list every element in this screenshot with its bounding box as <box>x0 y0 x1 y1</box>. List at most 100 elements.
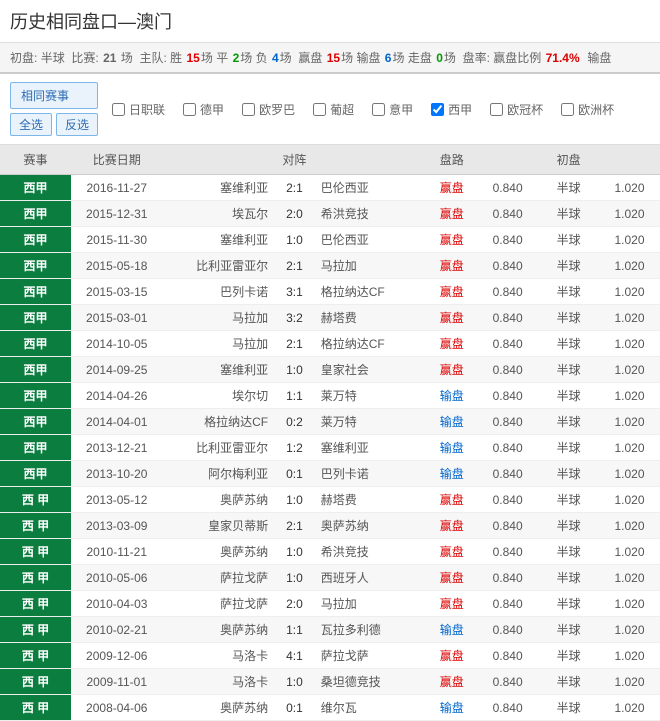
cell-away: 瓦拉多利德 <box>315 617 427 643</box>
league-check-6[interactable]: 欧冠杯 <box>490 101 543 118</box>
cell-home: 埃瓦尔 <box>162 201 274 227</box>
cell-odds2: 1.020 <box>599 409 660 435</box>
cell-date: 2015-03-15 <box>71 279 162 305</box>
table-row: 西 甲2009-12-06马洛卡4:1萨拉戈萨赢盘0.840半球1.020 <box>0 643 660 669</box>
summary-loseodds-label: 输盘 <box>356 51 380 65</box>
cell-odds1: 0.840 <box>477 461 538 487</box>
cell-home: 比利亚雷亚尔 <box>162 435 274 461</box>
summary-rate-label: 盘率: <box>463 51 490 65</box>
summary-lose: 4 <box>272 51 279 65</box>
league-checkbox[interactable] <box>372 103 385 116</box>
cell-odds1: 0.840 <box>477 695 538 721</box>
table-row: 西 甲2010-11-21奥萨苏纳1:0希洪竞技赢盘0.840半球1.020 <box>0 539 660 565</box>
table-row: 西 甲2008-04-06奥萨苏纳0:1维尔瓦输盘0.840半球1.020 <box>0 695 660 721</box>
cell-event: 西甲 <box>0 253 71 279</box>
league-check-0[interactable]: 日职联 <box>112 101 165 118</box>
cell-home: 萨拉戈萨 <box>162 565 274 591</box>
cell-result: 赢盘 <box>426 253 477 279</box>
table-row: 西甲2014-04-26埃尔切1:1莱万特输盘0.840半球1.020 <box>0 383 660 409</box>
cell-event: 西甲 <box>0 409 71 435</box>
cell-result: 输盘 <box>426 409 477 435</box>
cell-date: 2008-04-06 <box>71 695 162 721</box>
cell-home: 塞维利亚 <box>162 357 274 383</box>
cell-score: 1:0 <box>274 669 315 695</box>
cell-event: 西甲 <box>0 435 71 461</box>
cell-date: 2010-04-03 <box>71 591 162 617</box>
league-checkbox[interactable] <box>183 103 196 116</box>
summary-winrate-label: 赢盘比例 <box>493 51 541 65</box>
cell-odds2: 1.020 <box>599 331 660 357</box>
table-row: 西甲2016-11-27塞维利亚2:1巴伦西亚赢盘0.840半球1.020 <box>0 175 660 201</box>
league-checks: 日职联 德甲 欧罗巴 葡超 意甲 西甲 欧冠杯 欧洲杯 <box>112 101 650 118</box>
cell-away: 马拉加 <box>315 591 427 617</box>
cell-date: 2009-11-01 <box>71 669 162 695</box>
cell-event: 西 甲 <box>0 565 71 591</box>
cell-date: 2013-12-21 <box>71 435 162 461</box>
cell-score: 1:0 <box>274 539 315 565</box>
cell-odds2: 1.020 <box>599 253 660 279</box>
cell-event: 西甲 <box>0 201 71 227</box>
league-check-3[interactable]: 葡超 <box>313 101 354 118</box>
league-checkbox[interactable] <box>112 103 125 116</box>
cell-home: 埃尔切 <box>162 383 274 409</box>
page-title: 历史相同盘口—澳门 <box>0 0 660 43</box>
league-checkbox[interactable] <box>490 103 503 116</box>
table-row: 西甲2014-10-05马拉加2:1格拉纳达CF赢盘0.840半球1.020 <box>0 331 660 357</box>
summary-push: 0 <box>436 51 443 65</box>
cell-odds2: 1.020 <box>599 487 660 513</box>
cell-score: 2:1 <box>274 175 315 201</box>
cell-handicap: 半球 <box>538 227 599 253</box>
league-label: 葡超 <box>330 101 354 118</box>
cell-home: 阿尔梅利亚 <box>162 461 274 487</box>
table-row: 西甲2014-04-01格拉纳达CF0:2莱万特输盘0.840半球1.020 <box>0 409 660 435</box>
cell-away: 巴伦西亚 <box>315 175 427 201</box>
cell-away: 赫塔费 <box>315 305 427 331</box>
cell-odds1: 0.840 <box>477 279 538 305</box>
cell-odds1: 0.840 <box>477 175 538 201</box>
cell-odds2: 1.020 <box>599 617 660 643</box>
league-check-7[interactable]: 欧洲杯 <box>561 101 614 118</box>
league-checkbox[interactable] <box>313 103 326 116</box>
league-label: 日职联 <box>129 101 165 118</box>
league-check-5[interactable]: 西甲 <box>431 101 472 118</box>
cell-date: 2015-12-31 <box>71 201 162 227</box>
summary-draw: 2 <box>233 51 240 65</box>
cell-event: 西甲 <box>0 357 71 383</box>
league-checkbox[interactable] <box>242 103 255 116</box>
cell-result: 赢盘 <box>426 539 477 565</box>
cell-score: 1:0 <box>274 487 315 513</box>
cell-handicap: 半球 <box>538 591 599 617</box>
cell-event: 西 甲 <box>0 591 71 617</box>
cell-score: 1:0 <box>274 227 315 253</box>
summary-push-label: 走盘 <box>408 51 432 65</box>
league-check-2[interactable]: 欧罗巴 <box>242 101 295 118</box>
cell-date: 2016-11-27 <box>71 175 162 201</box>
reverse-select-button[interactable]: 反选 <box>56 113 98 136</box>
th-match: 对阵 <box>162 145 426 175</box>
same-match-button[interactable]: 相同赛事 <box>10 82 98 109</box>
cell-away: 莱万特 <box>315 383 427 409</box>
cell-score: 0:2 <box>274 409 315 435</box>
history-table: 赛事 比赛日期 对阵 盘路 初盘 西甲2016-11-27塞维利亚2:1巴伦西亚… <box>0 145 660 721</box>
cell-home: 马拉加 <box>162 331 274 357</box>
cell-score: 3:1 <box>274 279 315 305</box>
cell-result: 赢盘 <box>426 643 477 669</box>
cell-odds1: 0.840 <box>477 253 538 279</box>
cell-away: 维尔瓦 <box>315 695 427 721</box>
league-checkbox[interactable] <box>431 103 444 116</box>
cell-date: 2010-02-21 <box>71 617 162 643</box>
cell-handicap: 半球 <box>538 409 599 435</box>
select-all-button[interactable]: 全选 <box>10 113 52 136</box>
league-label: 欧罗巴 <box>259 101 295 118</box>
cell-odds1: 0.840 <box>477 565 538 591</box>
cell-odds2: 1.020 <box>599 227 660 253</box>
cell-odds2: 1.020 <box>599 565 660 591</box>
league-check-1[interactable]: 德甲 <box>183 101 224 118</box>
league-checkbox[interactable] <box>561 103 574 116</box>
cell-home: 皇家贝蒂斯 <box>162 513 274 539</box>
cell-event: 西 甲 <box>0 487 71 513</box>
cell-result: 赢盘 <box>426 591 477 617</box>
summary-home-label: 主队: <box>139 51 166 65</box>
league-check-4[interactable]: 意甲 <box>372 101 413 118</box>
table-row: 西 甲2010-04-03萨拉戈萨2:0马拉加赢盘0.840半球1.020 <box>0 591 660 617</box>
